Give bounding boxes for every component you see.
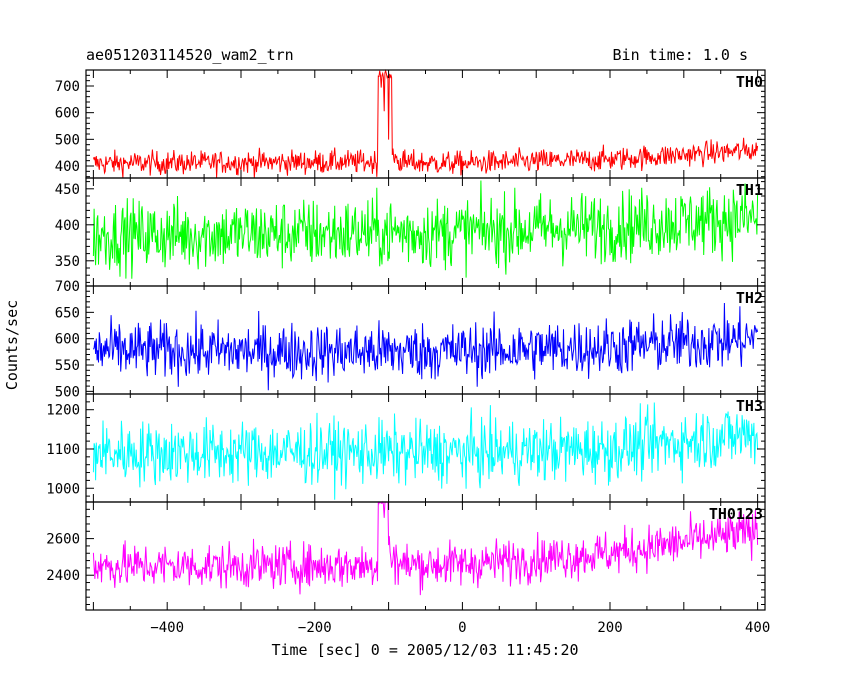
panels-group: 400 500 600 700 TH0 350 400 450 TH1 500 550 600 650 7… — [46, 69, 766, 611]
series-line-th0 — [92, 69, 759, 179]
y-tick-label: 500 — [55, 384, 80, 400]
y-tick-label: 550 — [55, 358, 80, 374]
panel-label-th0123: TH0123 — [709, 505, 763, 523]
x-axis-label: Time [sec] 0 = 2005/12/03 11:45:20 — [271, 641, 578, 659]
x-tick-label: −200 — [298, 620, 332, 636]
panel-label-th0: TH0 — [736, 73, 763, 91]
y-axis-label: Counts/sec — [3, 300, 21, 390]
chart-title: ae051203114520_wam2_trn — [86, 46, 294, 64]
y-tick-label: 500 — [55, 132, 80, 148]
y-tick-label: 1000 — [46, 481, 80, 497]
y-tick-label: 650 — [55, 305, 80, 321]
x-tick-label: −400 — [150, 620, 184, 636]
y-tick-label: 1100 — [46, 442, 80, 458]
panel-label-th1: TH1 — [736, 181, 763, 199]
series-line-th2 — [92, 302, 759, 391]
y-tick-label: 450 — [55, 182, 80, 198]
y-tick-label: 2400 — [46, 568, 80, 584]
panel-label-th3: TH3 — [736, 397, 763, 415]
y-tick-label: 600 — [55, 106, 80, 122]
x-tick-labels: −400 −200 0 200 400 — [150, 620, 770, 636]
y-tick-label: 1200 — [46, 403, 80, 419]
bin-time-label: Bin time: 1.0 s — [613, 46, 748, 64]
series-line-th0123 — [92, 500, 759, 596]
series-line-th1 — [92, 180, 759, 279]
x-tick-label: 400 — [745, 620, 770, 636]
x-tick-label: 0 — [458, 620, 466, 636]
panel-label-th2: TH2 — [736, 289, 763, 307]
y-tick-label: 700 — [55, 279, 80, 295]
y-tick-label: 600 — [55, 332, 80, 348]
y-tick-label: 350 — [55, 254, 80, 270]
y-tick-label: 700 — [55, 79, 80, 95]
y-tick-label: 400 — [55, 218, 80, 234]
y-tick-label: 2600 — [46, 532, 80, 548]
series-line-th3 — [92, 402, 759, 500]
x-tick-label: 200 — [597, 620, 622, 636]
y-tick-label: 400 — [55, 159, 80, 175]
